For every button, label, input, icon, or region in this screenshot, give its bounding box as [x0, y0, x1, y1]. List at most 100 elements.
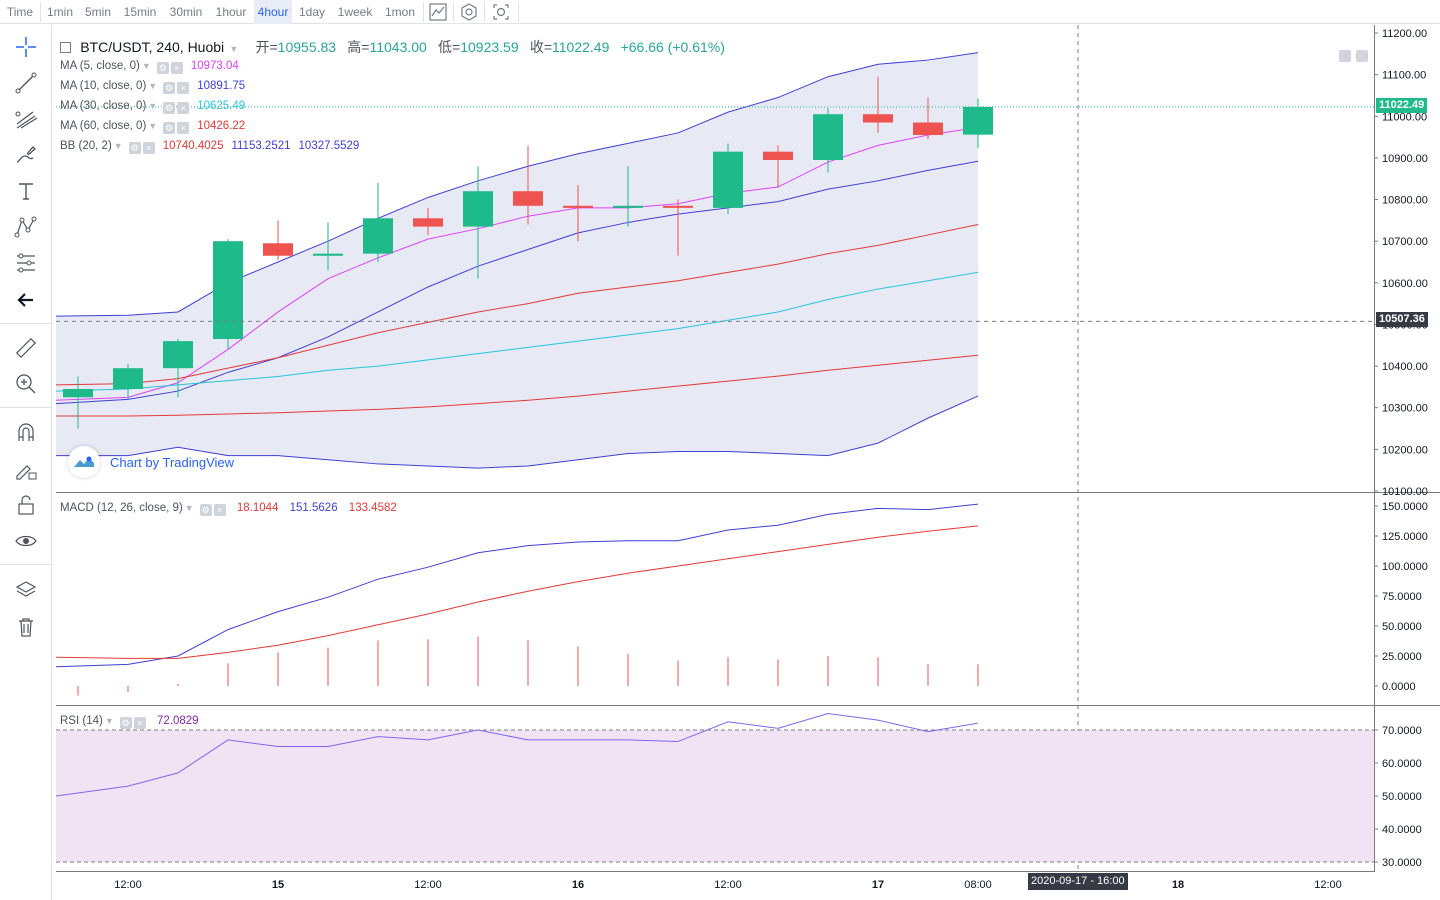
zoom-in-icon[interactable]	[13, 371, 39, 397]
chevron-down-icon[interactable]: ▼	[148, 101, 158, 111]
indicator-value: 10740.4025	[162, 140, 224, 152]
interval-30min[interactable]: 30min	[169, 5, 203, 19]
prediction-icon[interactable]	[13, 250, 39, 276]
candle-body	[463, 191, 493, 227]
y-tick-label: 40.0000	[1382, 824, 1422, 836]
candle-body	[763, 151, 793, 160]
interval-1day[interactable]: 1day	[298, 5, 326, 19]
screenshot-icon[interactable]	[489, 2, 513, 22]
chevron-down-icon[interactable]: ▼	[148, 81, 158, 91]
low-value: 10923.59	[460, 39, 519, 55]
divider	[453, 2, 454, 22]
close-icon[interactable]: ×	[177, 122, 190, 134]
interval-4hour[interactable]: 4hour	[254, 0, 292, 24]
close-icon[interactable]: ×	[170, 62, 183, 74]
interval-1min[interactable]: 1min	[46, 5, 73, 19]
interval-1mon[interactable]: 1mon	[384, 5, 416, 19]
interval-15min[interactable]: 15min	[123, 5, 157, 19]
tradingview-watermark[interactable]: Chart by TradingView	[68, 446, 234, 478]
gear-icon[interactable]: ⚙	[119, 717, 132, 729]
gear-icon[interactable]: ⚙	[199, 504, 212, 516]
divider	[484, 2, 485, 22]
gear-icon[interactable]: ⚙	[156, 62, 169, 74]
y-tick-label: 11000.00	[1382, 111, 1427, 123]
y-tick-label: 11100.00	[1382, 70, 1426, 82]
back-arrow-icon[interactable]	[13, 287, 39, 313]
x-tick-label: 17	[872, 879, 884, 891]
y-tick-label: 25.0000	[1382, 651, 1422, 663]
high-label: 高=	[347, 39, 370, 55]
symbol-title[interactable]: BTC/USDT, 240, Huobi	[80, 39, 225, 55]
y-tick-label: 125.0000	[1382, 531, 1428, 543]
interval-1week[interactable]: 1week	[337, 5, 373, 19]
close-icon[interactable]: ×	[213, 504, 226, 516]
rsi-name[interactable]: RSI (14)	[60, 715, 103, 727]
indicator-name[interactable]: MA (30, close, 0)	[60, 100, 147, 112]
lock-drawing-icon[interactable]	[13, 456, 39, 482]
interval-5min[interactable]: 5min	[84, 5, 111, 19]
pitchfork-icon[interactable]	[13, 106, 39, 132]
candle-body	[513, 191, 543, 206]
symbol-legend: BTC/USDT, 240, Huobi ▼ 开=10955.83 高=1104…	[60, 38, 725, 56]
magnet-icon[interactable]	[13, 420, 39, 446]
pane-up-button[interactable]	[1339, 50, 1351, 62]
candle-body	[563, 205, 593, 208]
interval-time[interactable]: Time	[6, 5, 34, 19]
y-tick-label: 10200.00	[1382, 444, 1428, 456]
trend-line-icon[interactable]	[13, 70, 39, 96]
chevron-down-icon[interactable]: ▼	[113, 141, 123, 151]
collapse-icon[interactable]	[60, 42, 71, 53]
close-value: 11022.49	[552, 39, 610, 55]
rsi-value: 72.0829	[156, 715, 199, 727]
chevron-down-icon[interactable]: ▼	[148, 121, 158, 131]
chevron-down-icon[interactable]: ▼	[141, 61, 151, 71]
close-icon[interactable]: ×	[142, 142, 155, 154]
close-icon[interactable]: ×	[177, 102, 190, 114]
text-icon[interactable]	[13, 178, 39, 204]
indicator-name[interactable]: MA (60, close, 0)	[60, 120, 147, 132]
macd-legend: MACD (12, 26, close, 9) ▼ ⚙ × 18.1044 151.5…	[60, 500, 397, 516]
divider	[0, 564, 52, 565]
indicator-value: 10327.5529	[298, 140, 360, 152]
pane-down-button[interactable]	[1356, 50, 1368, 62]
candle-body	[313, 253, 343, 256]
x-tick-label: 08:00	[964, 879, 992, 891]
rsi-band-fill	[56, 730, 1374, 862]
chevron-down-icon[interactable]: ▼	[104, 716, 114, 726]
crosshair-icon[interactable]	[13, 34, 39, 60]
indicator-name[interactable]: BB (20, 2)	[60, 140, 112, 152]
pattern-icon[interactable]	[13, 214, 39, 240]
gear-icon[interactable]: ⚙	[163, 82, 176, 94]
interval-1hour[interactable]: 1hour	[215, 5, 247, 19]
eye-icon[interactable]	[13, 528, 39, 554]
gear-icon[interactable]: ⚙	[128, 142, 141, 154]
close-icon[interactable]: ×	[133, 717, 146, 729]
settings-icon[interactable]	[457, 2, 481, 22]
bb-lower-line	[56, 395, 979, 469]
indicator-name[interactable]: MA (5, close, 0)	[60, 60, 140, 72]
candle-body	[913, 122, 943, 136]
macd-name[interactable]: MACD (12, 26, close, 9)	[60, 502, 183, 514]
ruler-icon[interactable]	[13, 335, 39, 361]
close-icon[interactable]: ×	[177, 82, 190, 94]
x-tick-label: 12:00	[414, 879, 442, 891]
indicator-name[interactable]: MA (10, close, 0)	[60, 80, 147, 92]
layers-icon[interactable]	[13, 577, 39, 603]
brush-icon[interactable]	[13, 142, 39, 168]
divider	[423, 2, 424, 22]
y-tick-label: 150.0000	[1382, 501, 1428, 513]
gear-icon[interactable]: ⚙	[163, 122, 176, 134]
y-tick-label: 50.0000	[1382, 621, 1422, 633]
chevron-down-icon[interactable]: ▼	[229, 44, 239, 54]
candle-body	[413, 218, 443, 227]
candle-body	[363, 218, 393, 254]
chevron-down-icon[interactable]: ▼	[184, 503, 194, 513]
bollinger-band-fill	[56, 52, 978, 469]
drawing-toolbar	[0, 25, 52, 900]
gear-icon[interactable]: ⚙	[163, 102, 176, 114]
high-value: 11043.00	[369, 39, 427, 55]
indicators-icon[interactable]	[426, 2, 450, 22]
unlock-icon[interactable]	[13, 492, 39, 518]
trash-icon[interactable]	[13, 614, 39, 640]
